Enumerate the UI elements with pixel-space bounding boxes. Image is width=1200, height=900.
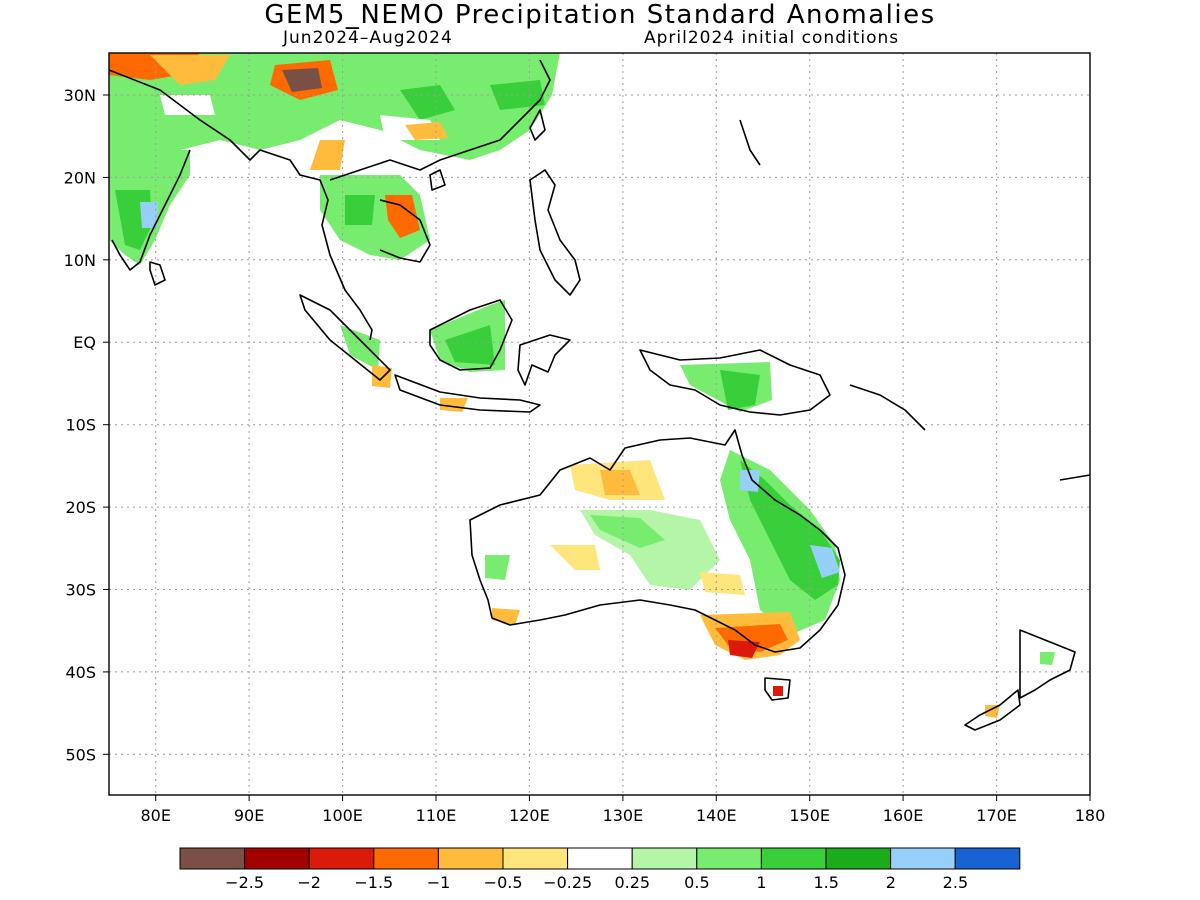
colorbar-label: −1.5	[354, 873, 393, 892]
colorbar-swatch	[890, 847, 956, 870]
colorbar-label: 1	[756, 873, 766, 892]
colorbar-swatch	[825, 847, 892, 870]
colorbar-swatch	[567, 847, 633, 870]
anomaly-shading	[109, 53, 1055, 718]
lon-tick-label: 130E	[603, 806, 644, 825]
colorbar-label: 1.5	[813, 873, 838, 892]
map-plot-area	[109, 53, 1090, 795]
lon-tick-label: 170E	[976, 806, 1017, 825]
lat-tick-label: 50S	[65, 745, 96, 764]
lon-tick-label: 140E	[696, 806, 737, 825]
map-title: GEM5_NEMO Precipitation Standard Anomali…	[264, 0, 936, 30]
lat-tick-label: 30S	[65, 581, 96, 600]
colorbar-swatch	[437, 847, 504, 870]
map-frame	[108, 52, 1091, 796]
colorbar-swatch	[760, 847, 827, 870]
colorbar-label: 2.5	[943, 873, 968, 892]
lat-labels: 30N 20N 10N EQ 10S 20S 30S 40S 50S	[64, 86, 96, 764]
colorbar-swatch	[244, 847, 310, 870]
colorbar-swatch	[373, 847, 439, 870]
lon-tick-label: 120E	[509, 806, 550, 825]
colorbar-label: −2.5	[225, 873, 264, 892]
colorbar-swatch	[631, 847, 698, 870]
colorbar-label: 2	[886, 873, 896, 892]
colorbar-swatch	[696, 847, 762, 870]
lon-tick-label: 160E	[883, 806, 924, 825]
colorbar-label: −0.25	[543, 873, 592, 892]
map-grid	[109, 53, 1090, 795]
colorbar-swatch	[308, 847, 375, 870]
colorbar-label: 0.5	[684, 873, 709, 892]
lon-tick-label: 180	[1075, 806, 1106, 825]
forecast-period: Jun2024–Aug2024	[283, 28, 453, 48]
colorbar	[179, 847, 1021, 870]
lat-ticks	[103, 94, 109, 755]
colorbar-swatch	[502, 847, 569, 870]
colorbar-label: −2	[297, 873, 321, 892]
lon-labels: 80E 90E 100E 110E 120E 130E 140E 150E 16…	[140, 806, 1105, 825]
lat-tick-label: 20S	[65, 498, 96, 517]
colorbar-label: −1	[427, 873, 451, 892]
coastlines	[109, 59, 1090, 731]
colorbar-label: 0.25	[614, 873, 650, 892]
lon-ticks	[155, 795, 1091, 801]
lon-tick-label: 90E	[234, 806, 264, 825]
initial-conditions: April2024 initial conditions	[644, 28, 900, 48]
lat-tick-label: 10S	[65, 416, 96, 435]
lon-tick-label: 80E	[140, 806, 170, 825]
lat-tick-label: 30N	[64, 86, 96, 105]
lat-tick-label: 10N	[64, 251, 96, 270]
colorbar-swatch	[954, 847, 1021, 870]
lat-tick-label: EQ	[73, 333, 96, 352]
lon-tick-label: 100E	[322, 806, 363, 825]
colorbar-labels: −2.5 −2 −1.5 −1 −0.5 −0.25 0.25 0.5 1 1.…	[225, 873, 968, 892]
colorbar-label: −0.5	[484, 873, 523, 892]
colorbar-swatch	[179, 847, 246, 870]
lat-tick-label: 20N	[64, 168, 96, 187]
lon-tick-label: 110E	[416, 806, 457, 825]
lon-tick-label: 150E	[789, 806, 830, 825]
lat-tick-label: 40S	[65, 663, 96, 682]
